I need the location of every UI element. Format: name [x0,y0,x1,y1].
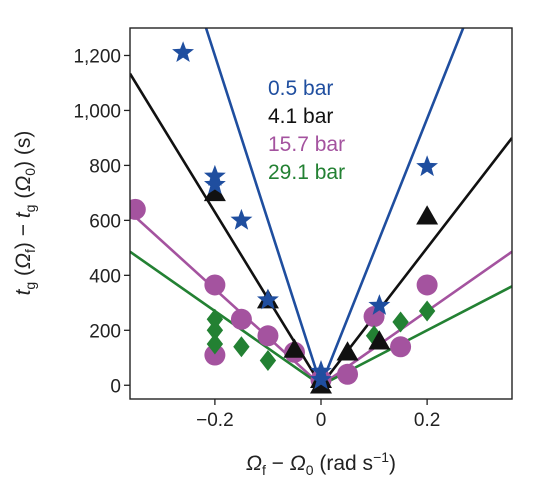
x-axis-label: Ωf − Ω0 (rad s−1) [246,449,396,478]
data-point [310,368,332,390]
data-point [368,330,391,350]
legend: 0.5 bar 4.1 bar 15.7 bar 29.1 bar [268,77,345,184]
data-markers [130,41,439,394]
legend-entry: 15.7 bar [268,133,345,156]
y-axis-ticks: 0 200 400 600 800 1,000 1,200 [73,46,130,397]
x-tick-label: 0 [316,410,327,431]
y-tick-label: 1,000 [73,101,121,122]
y-tick-label: 800 [89,156,121,177]
data-point [257,288,279,310]
legend-entry: 0.5 bar [268,77,333,100]
x-tick-label: −0.2 [196,410,234,431]
fit-line [130,211,512,387]
data-point [416,274,438,296]
y-tick-label: 0 [110,376,121,397]
y-tick-label: 600 [89,211,121,232]
data-point [257,325,279,347]
data-point [230,208,253,230]
y-tick-label: 400 [89,266,121,287]
data-point [363,306,385,328]
x-tick-label: 0.2 [414,410,440,431]
data-point [233,336,250,358]
data-point [418,300,436,322]
data-point [204,344,226,366]
data-point [368,294,391,315]
data-point [392,311,409,333]
data-point [204,173,226,194]
y-axis-label: tg (Ωf) − tg (Ω0) (s) [12,131,38,296]
data-point [206,308,224,330]
legend-entry: 4.1 bar [268,105,333,128]
data-point [283,338,306,358]
legend-entry: 29.1 bar [268,161,345,184]
y-tick-label: 200 [89,321,121,342]
data-point [416,155,438,177]
data-point [206,333,224,355]
data-point [172,41,194,62]
y-tick-label: 1,200 [73,46,121,67]
data-point [230,308,252,330]
data-point [390,336,412,358]
data-point [259,350,277,372]
data-point [130,198,146,220]
data-point [206,319,224,341]
data-point [203,181,226,202]
data-point [337,363,359,385]
data-point [416,205,439,225]
data-point [336,341,359,361]
data-point [204,274,226,296]
x-axis-ticks: −0.2 0 0.2 [196,399,440,431]
